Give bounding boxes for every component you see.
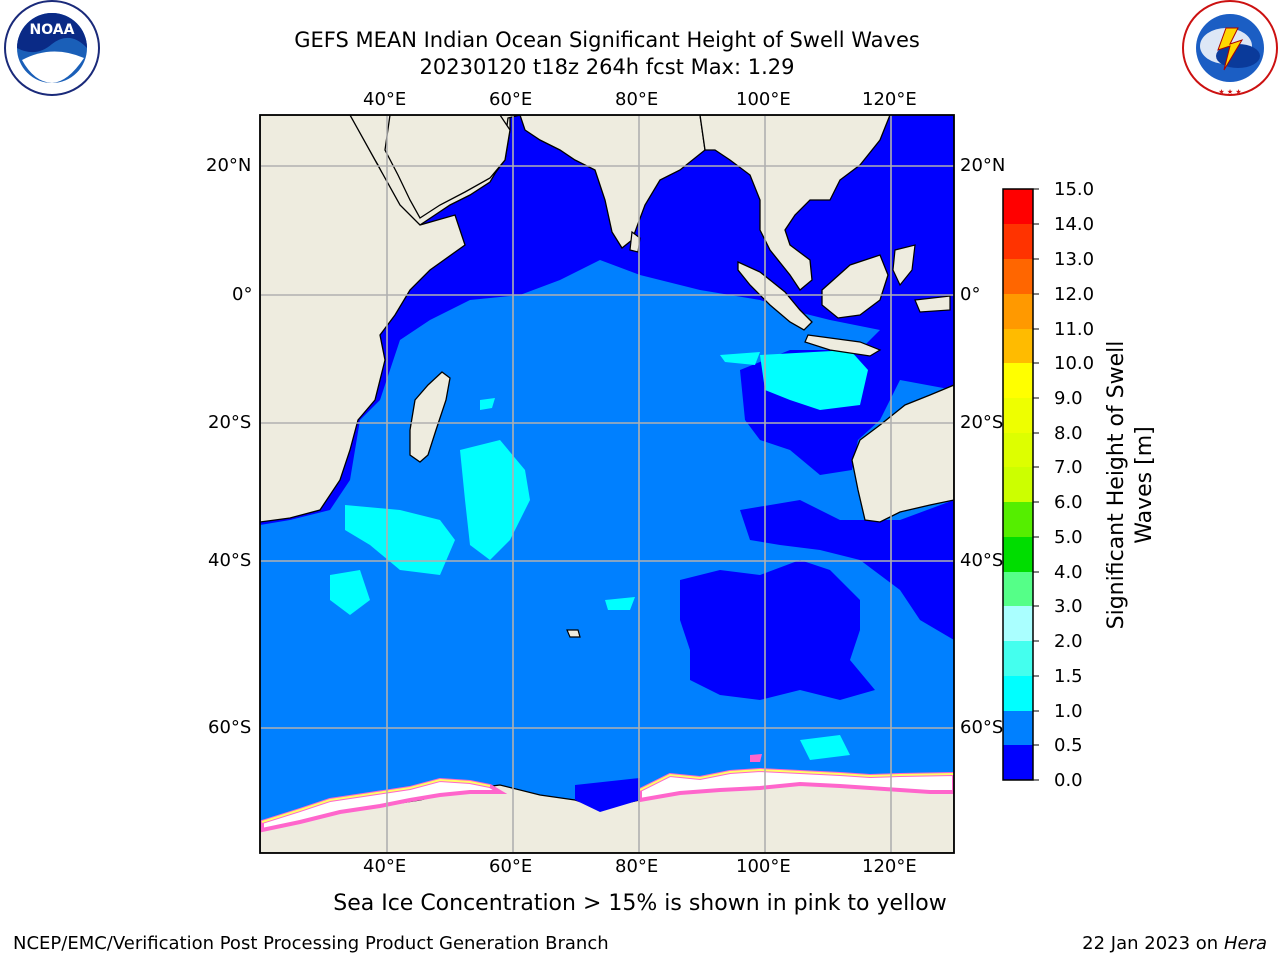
land-southeast-asia: [699, 115, 891, 291]
land-madagascar: [409, 371, 451, 463]
colorbar-tick: 2.0: [1054, 631, 1083, 652]
colorbar-tick: 0.0: [1054, 770, 1083, 791]
colorbar-label-line1: Significant Height of Swell: [1104, 341, 1129, 630]
lon-tick-top: 100°E: [736, 89, 791, 110]
colorbar-tick: 3.0: [1054, 596, 1083, 617]
map-title-line1: GEFS MEAN Indian Ocean Significant Heigh…: [294, 28, 920, 52]
lon-tick-top: 120°E: [862, 89, 917, 110]
lat-tick-right: 40°S: [960, 550, 1004, 571]
map-title-line2: 20230120 t18z 264h fcst Max: 1.29: [419, 55, 795, 79]
land-sumatra: [737, 260, 813, 331]
lat-tick-left: 0°: [232, 284, 253, 305]
colorbar-tick: 0.5: [1054, 735, 1083, 756]
land-borneo: [821, 254, 889, 319]
map-frame: [259, 114, 955, 854]
nws-logo: ★ ★ ★: [1182, 0, 1278, 96]
noaa-logo-text: NOAA: [30, 22, 75, 38]
lat-tick-right: 20°S: [960, 412, 1004, 433]
lon-tick-bottom: 60°E: [489, 856, 533, 877]
lat-tick-right: 0°: [960, 284, 981, 305]
lat-tick-right: 20°N: [960, 155, 1006, 176]
land-india: [519, 115, 706, 249]
colorbar-tick: 9.0: [1054, 388, 1083, 409]
lon-tick-bottom: 40°E: [363, 856, 407, 877]
lat-tick-left: 40°S: [208, 550, 252, 571]
colorbar-tick: 14.0: [1054, 214, 1095, 235]
colorbar-tick: 1.0: [1054, 701, 1083, 722]
colorbar-tick: 12.0: [1054, 284, 1095, 305]
lat-tick-left: 20°S: [208, 412, 252, 433]
lon-tick-bottom: 80°E: [615, 856, 659, 877]
colorbar-tick: 11.0: [1054, 319, 1095, 340]
lon-tick-top: 40°E: [363, 89, 407, 110]
footer-date: 22 Jan 2023 on Hera: [1082, 933, 1267, 954]
sea-ice-note: Sea Ice Concentration > 15% is shown in …: [333, 891, 947, 916]
colorbar: [1002, 188, 1039, 781]
footer-host: Hera: [1223, 933, 1267, 954]
land-australia: [851, 384, 954, 523]
footer-date-text: 22 Jan 2023 on: [1082, 933, 1224, 954]
colorbar-tick: 5.0: [1054, 527, 1083, 548]
noaa-logo: NOAA: [4, 0, 100, 96]
colorbar-tick: 6.0: [1054, 492, 1083, 513]
footer-credit: NCEP/EMC/Verification Post Processing Pr…: [13, 933, 609, 954]
colorbar-tick: 13.0: [1054, 249, 1095, 270]
lat-tick-right: 60°S: [960, 717, 1004, 738]
lon-tick-top: 60°E: [489, 89, 533, 110]
colorbar-tick: 1.5: [1054, 666, 1083, 687]
swell-low-southeast: [680, 560, 875, 700]
map-gridlines: [260, 115, 954, 853]
lon-tick-top: 80°E: [615, 89, 659, 110]
colorbar-tick: 7.0: [1054, 457, 1083, 478]
lat-tick-left: 60°S: [208, 717, 252, 738]
colorbar-tick: 8.0: [1054, 423, 1083, 444]
colorbar-tick: 4.0: [1054, 562, 1083, 583]
lon-tick-bottom: 120°E: [862, 856, 917, 877]
lon-tick-bottom: 100°E: [736, 856, 791, 877]
colorbar-tick: 10.0: [1054, 353, 1095, 374]
colorbar-label-line2: Waves [m]: [1132, 426, 1157, 543]
swell-low-east: [740, 500, 954, 640]
lat-tick-left: 20°N: [206, 155, 252, 176]
svg-text:★ ★ ★: ★ ★ ★: [1218, 88, 1241, 96]
colorbar-tick: 15.0: [1054, 179, 1095, 200]
